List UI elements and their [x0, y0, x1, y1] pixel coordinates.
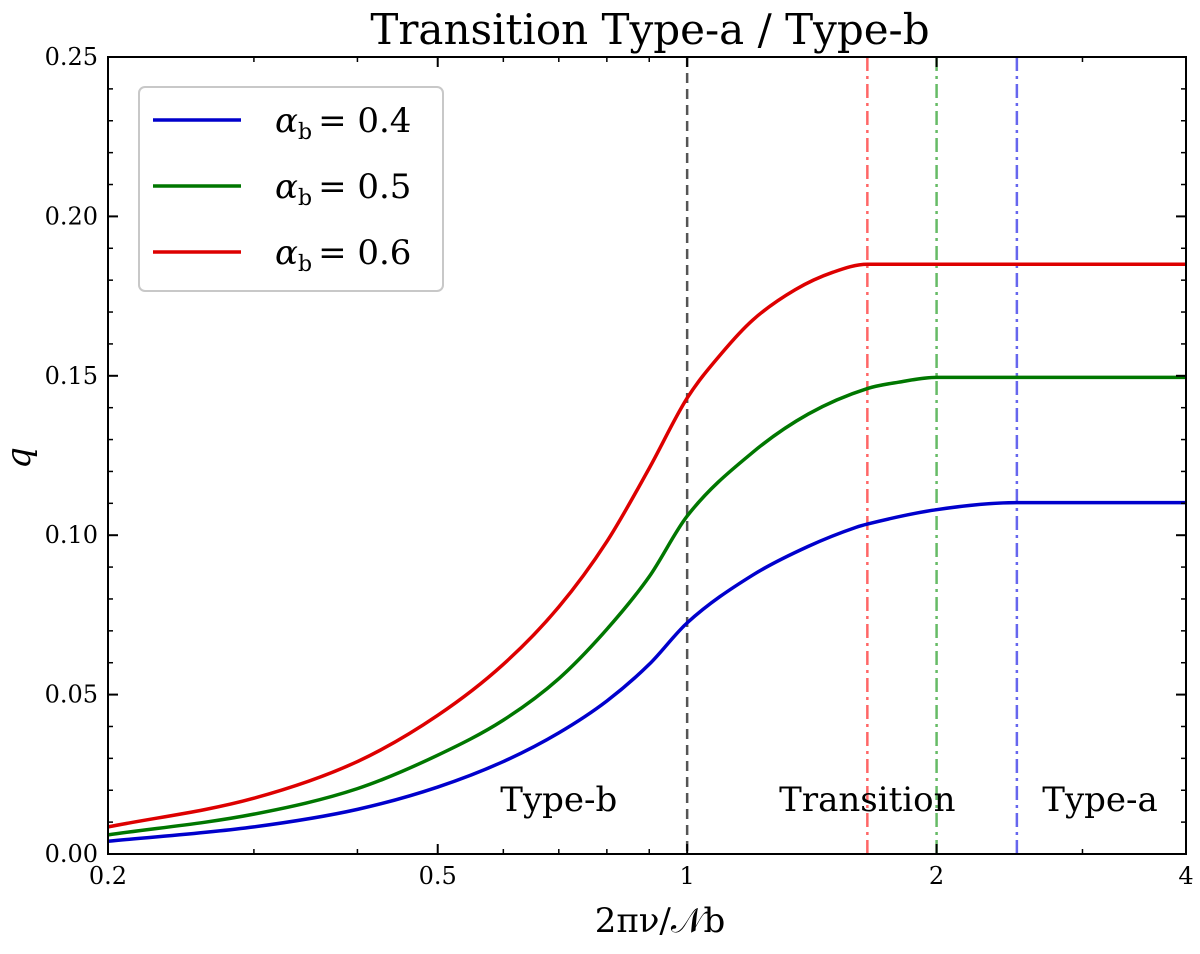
region-label-transition: Transition — [779, 780, 955, 820]
region-label-type-a: Type-a — [1042, 780, 1158, 820]
y-tick-label-5: 0.25 — [45, 43, 98, 71]
legend-label-2: αb = 0.6 — [275, 233, 411, 277]
chart-title: Transition Type-a / Type-b — [370, 5, 929, 54]
series-line-1 — [107, 375, 1186, 837]
legend-label-1: αb = 0.5 — [275, 167, 411, 211]
x-tick-label-3: 2 — [929, 862, 944, 890]
series-line-0 — [107, 500, 1186, 843]
x-tick-label-1: 0.5 — [419, 862, 457, 890]
x-tick-label-2: 1 — [680, 862, 695, 890]
y-tick-label-2: 0.10 — [45, 521, 98, 549]
x-axis-label: 2πν/𝒩b — [595, 901, 725, 941]
y-tick-label-0: 0.00 — [45, 840, 98, 868]
region-label-type-b: Type-b — [500, 780, 617, 820]
legend-box — [138, 86, 444, 292]
legend: αb = 0.4 αb = 0.5 αb = 0.6 — [138, 86, 444, 292]
y-tick-label-1: 0.05 — [45, 681, 98, 709]
plot-frame — [107, 56, 1187, 855]
legend-label-0: αb = 0.4 — [275, 101, 411, 145]
series-line-2 — [107, 262, 1186, 829]
y-tick-label-3: 0.15 — [45, 362, 98, 390]
y-axis-label: q — [0, 447, 39, 469]
y-tick-label-4: 0.20 — [45, 202, 98, 230]
x-tick-label-0: 0.2 — [89, 862, 127, 890]
x-tick-label-4: 4 — [1178, 862, 1193, 890]
